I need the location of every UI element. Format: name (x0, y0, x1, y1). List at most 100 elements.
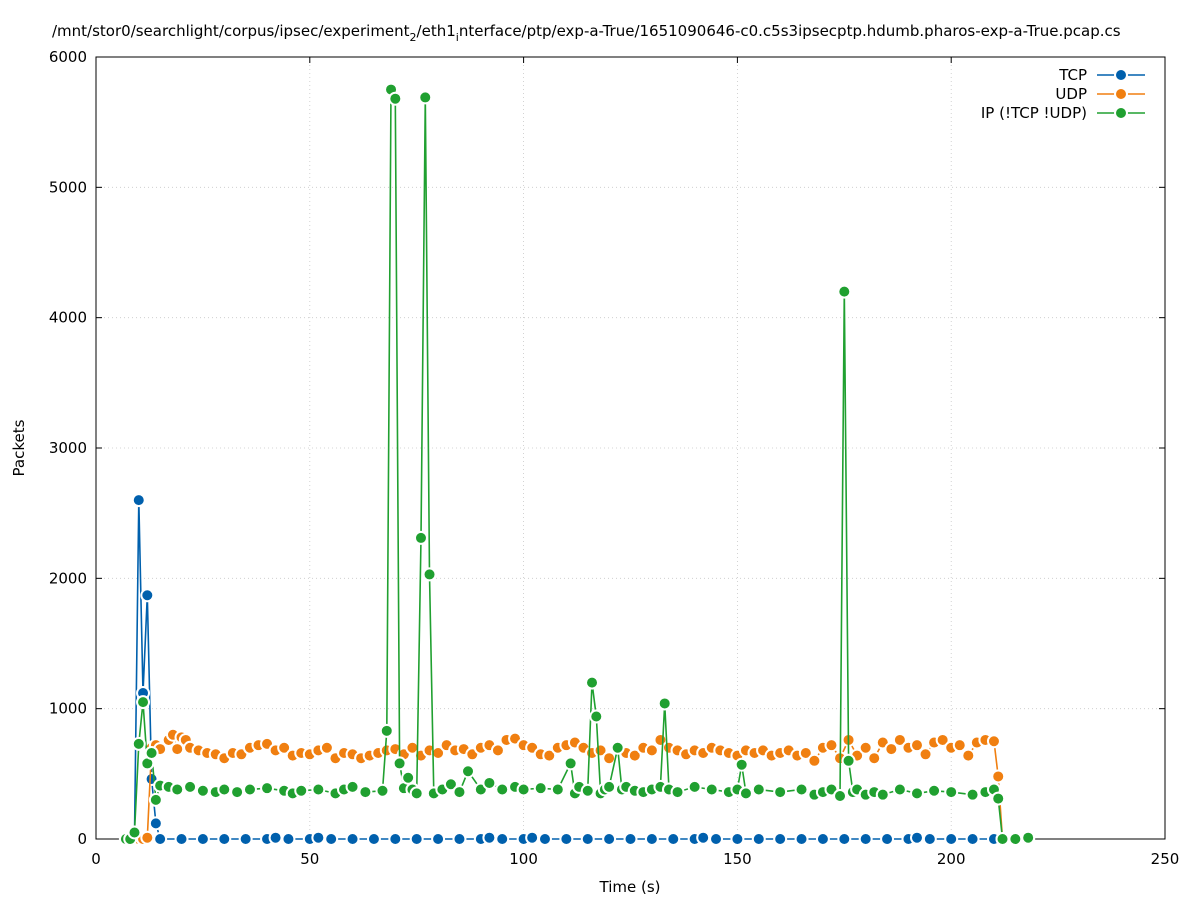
data-point-tcp (495, 832, 510, 846)
data-point-tcp (559, 832, 574, 846)
data-point-tcp (944, 832, 959, 846)
data-point-udp (140, 830, 155, 845)
x-tick-label: 200 (937, 850, 966, 868)
data-point-ip-tcp-udp (148, 792, 163, 807)
data-point-ip-tcp-udp (533, 781, 548, 796)
data-point-tcp (409, 832, 424, 846)
data-point-ip-tcp-udp (413, 530, 428, 545)
data-point-ip-tcp-udp (358, 785, 373, 800)
data-point-ip-tcp-udp (144, 745, 159, 760)
legend-marker-ip-tcp-udp (1114, 106, 1128, 120)
data-point-udp (627, 748, 642, 763)
legend-item-tcp: TCP (1058, 66, 1145, 84)
data-point-tcp (217, 832, 232, 846)
data-point-ip-tcp-udp (418, 90, 433, 105)
data-point-tcp (858, 832, 873, 846)
data-point-ip-tcp-udp (230, 785, 245, 800)
chart-title-part-2: /eth1 (417, 22, 456, 40)
data-point-ip-tcp-udp (1021, 830, 1036, 845)
legend-label-udp: UDP (1055, 85, 1087, 103)
x-tick-label: 0 (91, 850, 101, 868)
data-point-tcp (537, 832, 552, 846)
chart-title-part-1: /mnt/stor0/searchlight/corpus/ipsec/expe… (52, 22, 410, 40)
data-point-ip-tcp-udp (704, 782, 719, 797)
data-point-ip-tcp-udp (837, 284, 852, 299)
data-point-udp (867, 751, 882, 766)
data-point-tcp (311, 830, 326, 845)
data-point-ip-tcp-udp (965, 787, 980, 802)
data-point-tcp (965, 832, 980, 846)
data-point-tcp (644, 832, 659, 846)
axis-tick-labels: 0 50 100 150 200 250 0 1000 2000 3000 4000 5000 6000 (49, 48, 1180, 868)
data-point-tcp (794, 832, 809, 846)
data-point-ip-tcp-udp (751, 782, 766, 797)
data-point-udp (542, 748, 557, 763)
chart-title: /mnt/stor0/searchlight/corpus/ipsec/expe… (52, 22, 1121, 44)
data-point-ip-tcp-udp (452, 785, 467, 800)
data-point-tcp (696, 830, 711, 845)
data-point-ip-tcp-udp (375, 783, 390, 798)
data-point-ip-tcp-udp (443, 777, 458, 792)
data-point-tcp (131, 493, 146, 508)
data-point-udp (319, 740, 334, 755)
data-point-ip-tcp-udp (170, 782, 185, 797)
data-point-tcp (153, 832, 168, 846)
data-point-tcp (268, 830, 283, 845)
y-axis-title: Packets (10, 419, 28, 476)
data-point-udp (884, 742, 899, 757)
data-point-udp (935, 732, 950, 747)
data-point-tcp (452, 832, 467, 846)
data-point-ip-tcp-udp (687, 779, 702, 794)
data-point-ip-tcp-udp (345, 779, 360, 794)
y-tick-label: 2000 (49, 569, 87, 587)
data-point-ip-tcp-udp (136, 695, 151, 710)
y-tick-label: 0 (77, 830, 87, 848)
series-tcp (118, 493, 1036, 846)
data-point-tcp (880, 832, 895, 846)
data-point-ip-tcp-udp (1008, 832, 1023, 846)
data-point-udp (807, 753, 822, 768)
legend-marker-tcp (1114, 68, 1128, 82)
data-point-tcp (195, 832, 210, 846)
data-point-ip-tcp-udp (422, 567, 437, 582)
data-point-udp (602, 751, 617, 766)
data-point-ip-tcp-udp (773, 785, 788, 800)
data-point-tcp (148, 816, 163, 831)
x-tick-label: 250 (1151, 850, 1180, 868)
data-point-ip-tcp-udp (833, 788, 848, 803)
data-point-ip-tcp-udp (409, 786, 424, 801)
chart-title-subscript-2: i (456, 31, 459, 44)
data-point-ip-tcp-udp (311, 782, 326, 797)
y-tick-label: 5000 (49, 178, 87, 196)
data-point-ip-tcp-udp (495, 782, 510, 797)
data-point-udp (961, 748, 976, 763)
data-point-tcp (345, 832, 360, 846)
data-point-ip-tcp-udp (461, 764, 476, 779)
data-point-ip-tcp-udp (131, 736, 146, 751)
data-point-udp (991, 769, 1006, 784)
data-point-ip-tcp-udp (183, 779, 198, 794)
axis-ticks (95, 56, 1166, 840)
data-point-udp (431, 745, 446, 760)
data-point-ip-tcp-udp (738, 786, 753, 801)
data-point-tcp (482, 830, 497, 845)
chart-title-subscript-1: 2 (410, 31, 417, 44)
data-point-ip-tcp-udp (516, 782, 531, 797)
series-line-ip-tcp-udp (125, 89, 1029, 840)
data-point-tcp (751, 832, 766, 846)
data-point-ip-tcp-udp (602, 779, 617, 794)
legend-label-tcp: TCP (1058, 66, 1087, 84)
data-point-ip-tcp-udp (657, 696, 672, 711)
data-point-ip-tcp-udp (794, 782, 809, 797)
data-point-udp (909, 738, 924, 753)
x-axis-title: Time (s) (599, 878, 661, 896)
y-tick-label: 1000 (49, 700, 87, 718)
data-point-tcp (140, 588, 155, 603)
data-point-tcp (580, 832, 595, 846)
data-point-ip-tcp-udp (944, 785, 959, 800)
data-point-tcp (174, 832, 189, 846)
data-point-tcp (730, 832, 745, 846)
data-point-tcp (431, 832, 446, 846)
